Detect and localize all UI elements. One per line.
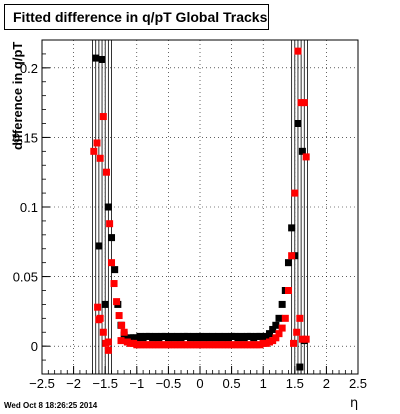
data-point [272,321,280,329]
data-point [94,303,102,311]
data-point [284,287,292,294]
data-point [269,325,277,333]
data-point [104,338,112,346]
chart-title: Fitted difference in q/pT Global Tracks [13,9,268,25]
data-point [291,189,299,197]
data-point [293,328,301,336]
x-tick-label: 1 [260,376,267,391]
data-point [296,363,304,371]
data-point [302,153,310,161]
data-point [296,314,304,322]
chart-title-box: Fitted difference in q/pT Global Tracks [4,4,269,30]
data-point [93,139,101,147]
data-point [113,298,121,306]
x-tick-label: 1.5 [286,376,304,391]
data-point [98,55,106,63]
x-tick-label: −1 [129,376,144,391]
data-point [101,300,109,308]
data-point [99,328,107,336]
data-point [96,154,104,162]
data-point [298,147,306,155]
data-point [108,259,116,267]
data-point [99,113,107,121]
data-point [111,266,119,274]
x-tick-label: −2 [66,376,81,391]
x-tick-label: 2 [323,376,330,391]
y-tick-label: 0.15 [13,130,38,145]
x-tick-label: 0.5 [223,376,241,391]
data-point [110,280,118,288]
data-point [275,314,283,322]
x-tick-label: −1.5 [92,376,118,391]
data-point [278,300,286,308]
y-tick-label: 0.05 [13,270,38,285]
data-point [106,220,114,228]
data-point [288,252,296,260]
data-point [90,147,98,155]
data-point [275,330,283,338]
x-tick-label: 0 [196,376,203,391]
data-point [298,335,306,343]
x-tick-label: −0.5 [156,376,182,391]
y-axis-label: difference in q/pT [10,41,25,150]
data-point [117,337,125,345]
data-point [278,324,286,332]
data-point [92,54,100,62]
data-point [284,259,292,267]
data-point [272,334,280,342]
data-point [95,316,103,324]
data-point [104,203,112,211]
data-point [108,234,116,242]
data-point [294,120,302,127]
data-point [102,168,110,176]
data-point [104,346,112,354]
x-tick-label: −2.5 [29,376,55,391]
y-tick-label: 0 [31,339,38,354]
y-tick-label: 0.2 [20,61,38,76]
data-point [300,99,308,107]
data-point [95,242,103,250]
data-point [281,314,289,322]
data-point [266,330,274,338]
x-axis-label: η [350,396,359,411]
data-point [288,224,296,232]
data-point [118,321,126,329]
data-point [294,47,302,55]
data-point [302,335,310,343]
x-tick-label: 2.5 [349,376,367,391]
data-point [290,339,298,347]
timestamp: Wed Oct 8 18:26:25 2014 [4,401,98,410]
data-point [120,328,128,336]
data-point [115,312,123,320]
y-tick-label: 0.1 [20,200,38,215]
